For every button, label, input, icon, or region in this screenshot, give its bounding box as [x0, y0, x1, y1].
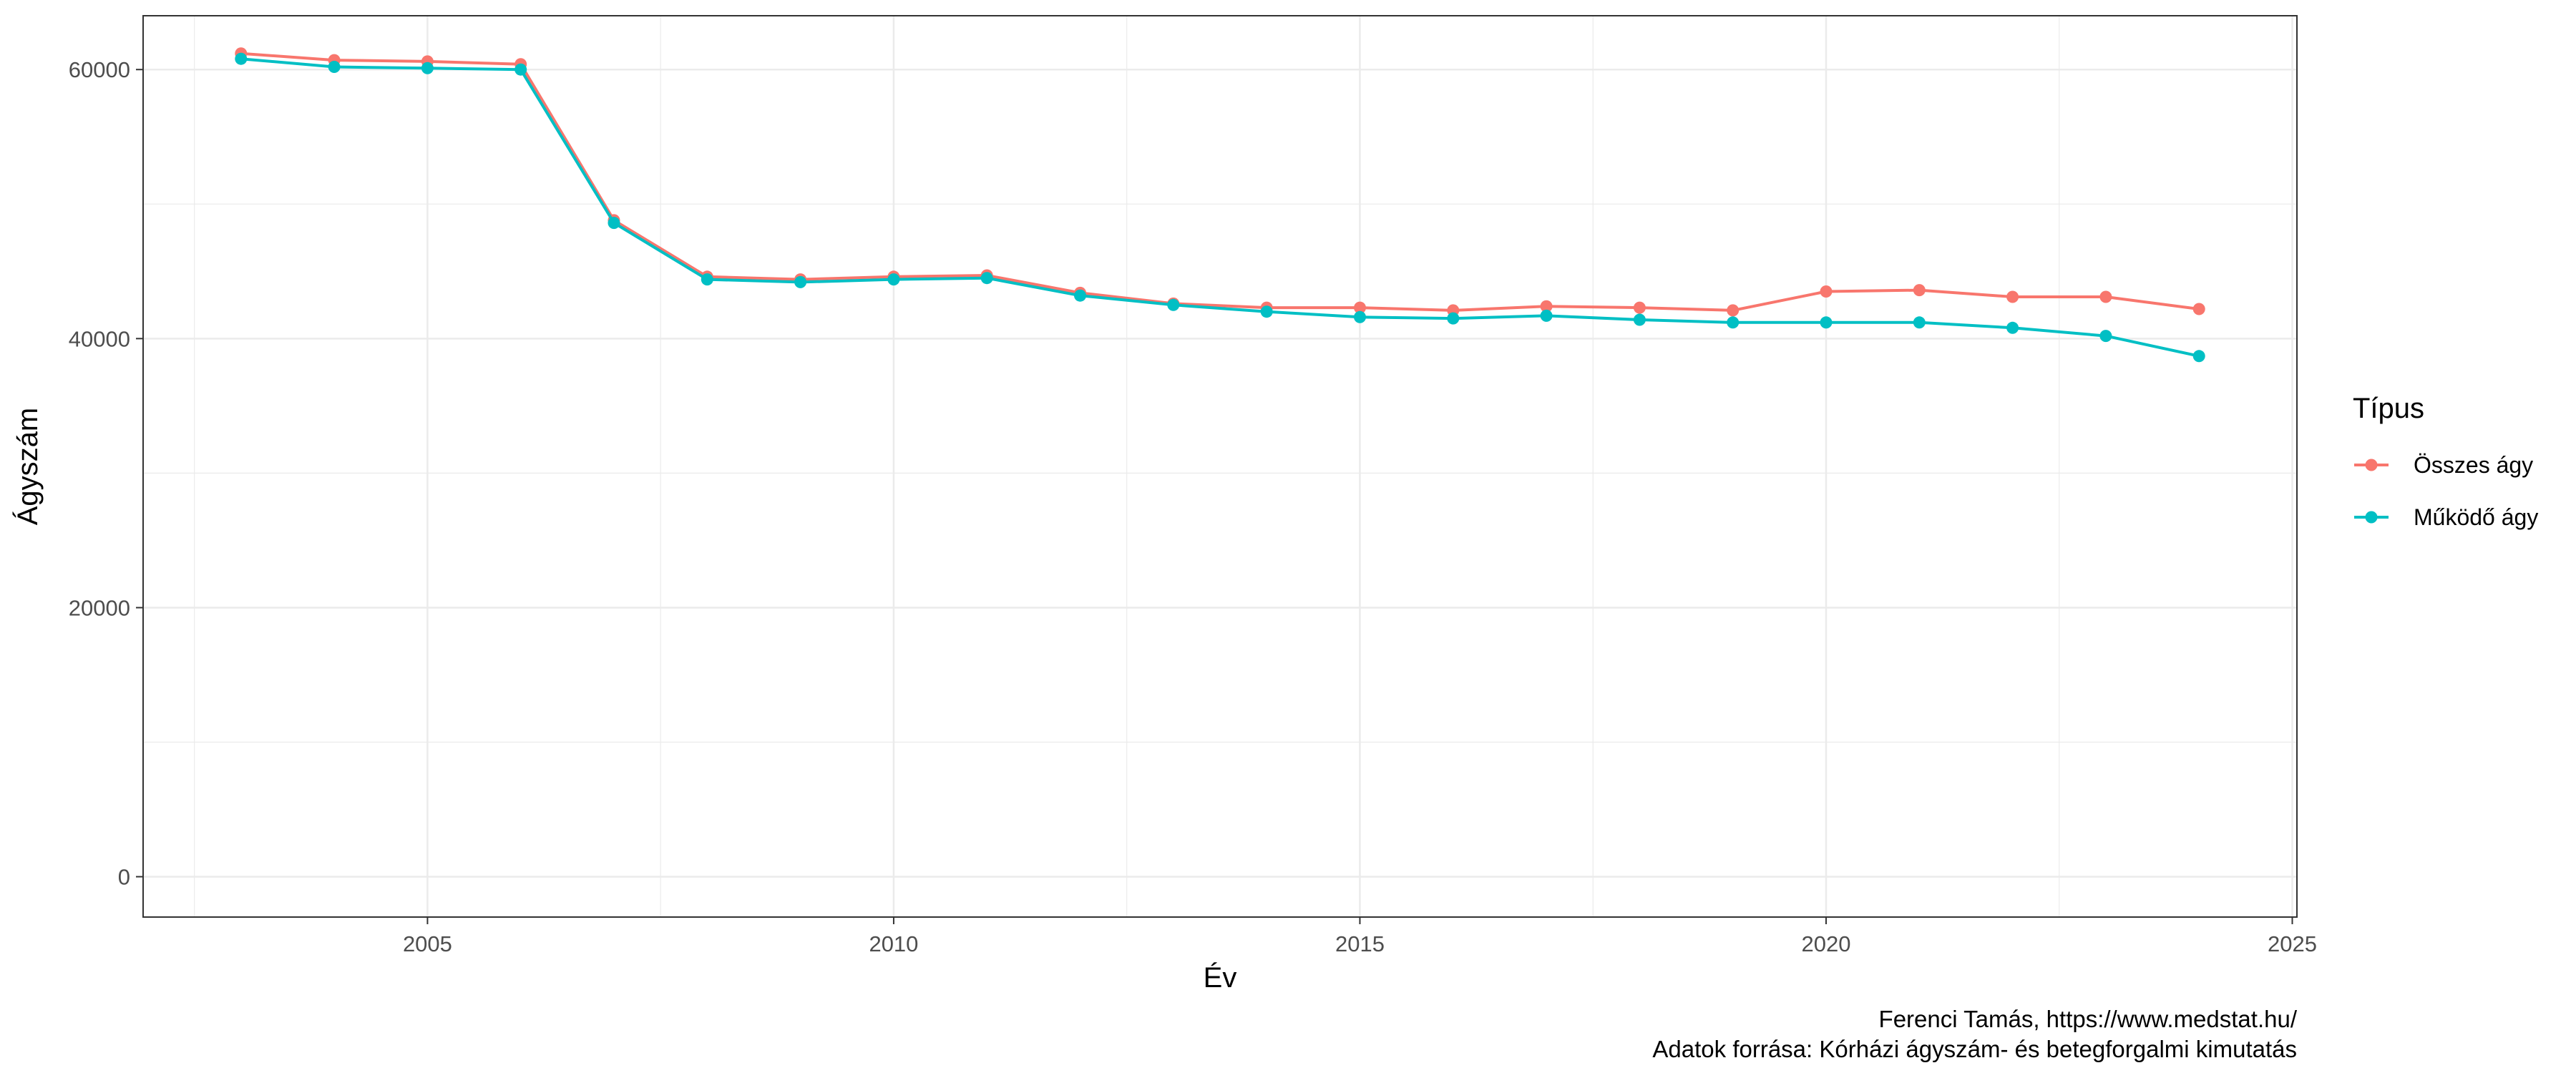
- x-axis-title: Év: [1204, 961, 1237, 994]
- caption: Ferenci Tamás, https://www.medstat.hu/ A…: [1652, 1006, 2297, 1062]
- y-tick-label: 40000: [69, 326, 130, 351]
- data-point: [1354, 301, 1366, 314]
- data-point: [2006, 321, 2019, 334]
- legend-key-point-mukodo-agy: [2365, 511, 2378, 524]
- legend-item-osszes-agy: Összes ágy: [2354, 452, 2533, 478]
- y-tick-label: 20000: [69, 595, 130, 620]
- x-tick-label: 2015: [1335, 931, 1385, 956]
- data-point: [1913, 284, 1926, 297]
- x-tick-label: 2025: [2268, 931, 2317, 956]
- legend: Típus Összes ágy Működő ágy: [2353, 393, 2538, 530]
- data-point: [2192, 350, 2205, 363]
- data-point: [794, 275, 807, 288]
- legend-title: Típus: [2353, 393, 2424, 424]
- y-tick-label: 0: [118, 865, 130, 890]
- caption-line-1: Ferenci Tamás, https://www.medstat.hu/: [1879, 1006, 2298, 1032]
- series-line: [240, 52, 2200, 312]
- data-point: [701, 273, 713, 286]
- data-point: [2192, 303, 2205, 315]
- data-point: [328, 61, 341, 73]
- data-point: [2099, 330, 2112, 343]
- data-point: [1913, 316, 1926, 329]
- data-point: [1633, 313, 1646, 326]
- data-point: [514, 63, 527, 76]
- data-point: [1540, 309, 1553, 322]
- data-point: [1820, 316, 1833, 329]
- data-point: [1727, 316, 1740, 329]
- data-point: [1074, 289, 1086, 302]
- series-2: [235, 52, 2205, 363]
- data-point: [980, 272, 993, 285]
- plot-panel-border: [142, 15, 2298, 918]
- data-point: [421, 62, 434, 74]
- x-tick-label: 2005: [403, 931, 452, 956]
- y-axis-ticks: 0 20000 40000 60000: [69, 57, 143, 890]
- data-point: [1727, 304, 1740, 317]
- data-point: [1540, 300, 1553, 313]
- legend-item-mukodo-agy: Működő ágy: [2354, 504, 2538, 530]
- x-tick-label: 2010: [869, 931, 918, 956]
- data-point: [1354, 310, 1366, 323]
- data-point: [2099, 290, 2112, 303]
- data-point: [887, 273, 900, 286]
- minor-gridlines: [143, 16, 2297, 917]
- legend-label-osszes-agy: Összes ágy: [2414, 452, 2533, 478]
- x-axis-ticks: 2005 2010 2015 2020 2025: [403, 917, 2317, 956]
- plot-background: [143, 16, 2297, 917]
- major-gridlines: [143, 16, 2297, 917]
- data-point: [1447, 312, 1460, 325]
- data-point: [608, 217, 620, 230]
- legend-label-mukodo-agy: Működő ágy: [2414, 504, 2538, 530]
- data-point: [235, 52, 248, 65]
- y-tick-label: 60000: [69, 57, 130, 82]
- series-layer: [235, 47, 2205, 363]
- data-point: [1633, 301, 1646, 314]
- series-line: [240, 57, 2200, 358]
- y-axis-title: Ágyszám: [11, 408, 44, 526]
- data-point: [1167, 298, 1180, 311]
- caption-line-2: Adatok forrása: Kórházi ágyszám- és bete…: [1652, 1036, 2297, 1062]
- data-point: [1260, 305, 1273, 318]
- data-point: [1820, 285, 1833, 298]
- legend-key-point-osszes-agy: [2365, 459, 2378, 471]
- data-point: [2006, 290, 2019, 303]
- x-tick-label: 2020: [1801, 931, 1850, 956]
